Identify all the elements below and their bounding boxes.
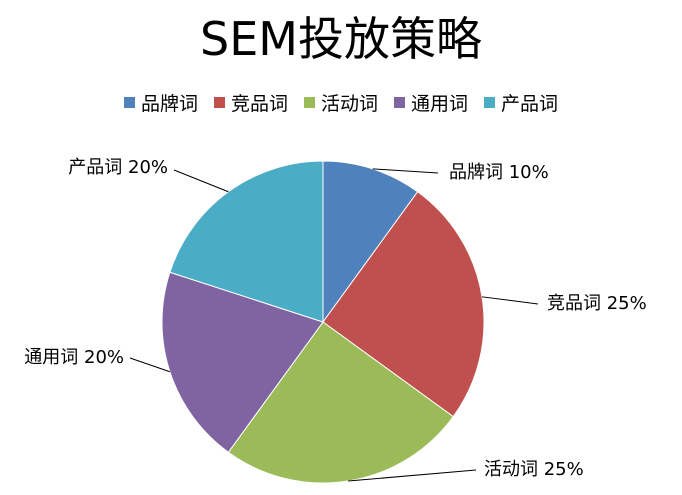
pie-slice (169, 160, 324, 323)
chart-title: SEM投放策略 (200, 12, 482, 66)
pie-slice (322, 160, 419, 324)
leader-line (348, 469, 477, 482)
data-label: 通用词 20% (24, 347, 124, 368)
legend-swatch-icon (303, 96, 315, 108)
legend-swatch-icon (394, 96, 405, 108)
legend-label: 活动词 (320, 92, 378, 115)
pie-slice (322, 191, 485, 418)
legend-swatch-icon (123, 96, 135, 108)
legend-label: 竞品词 (230, 92, 288, 115)
data-label: 产品词 20% (68, 157, 168, 178)
pie-slice (161, 271, 324, 453)
legend: 品牌词 竞品词 活动词 通用词 产品词 (0, 88, 682, 116)
legend-item: 产品词 (484, 89, 558, 116)
data-label: 活动词 25% (484, 459, 584, 480)
leader-line (481, 296, 539, 305)
leader-line (173, 169, 229, 193)
data-label: 竞品词 25% (547, 293, 647, 314)
legend-label: 产品词 (501, 92, 559, 115)
leader-line (129, 357, 171, 373)
legend-item: 通用词 (394, 89, 468, 116)
legend-swatch-icon (484, 96, 496, 108)
legend-label: 品牌词 (140, 92, 198, 115)
legend-item: 竞品词 (213, 89, 288, 116)
legend-label: 通用词 (411, 92, 469, 115)
legend-swatch-icon (213, 96, 225, 108)
leader-line (372, 168, 439, 174)
legend-item: 品牌词 (123, 89, 198, 116)
data-label: 品牌词 10% (449, 162, 549, 183)
legend-item: 活动词 (303, 89, 378, 116)
